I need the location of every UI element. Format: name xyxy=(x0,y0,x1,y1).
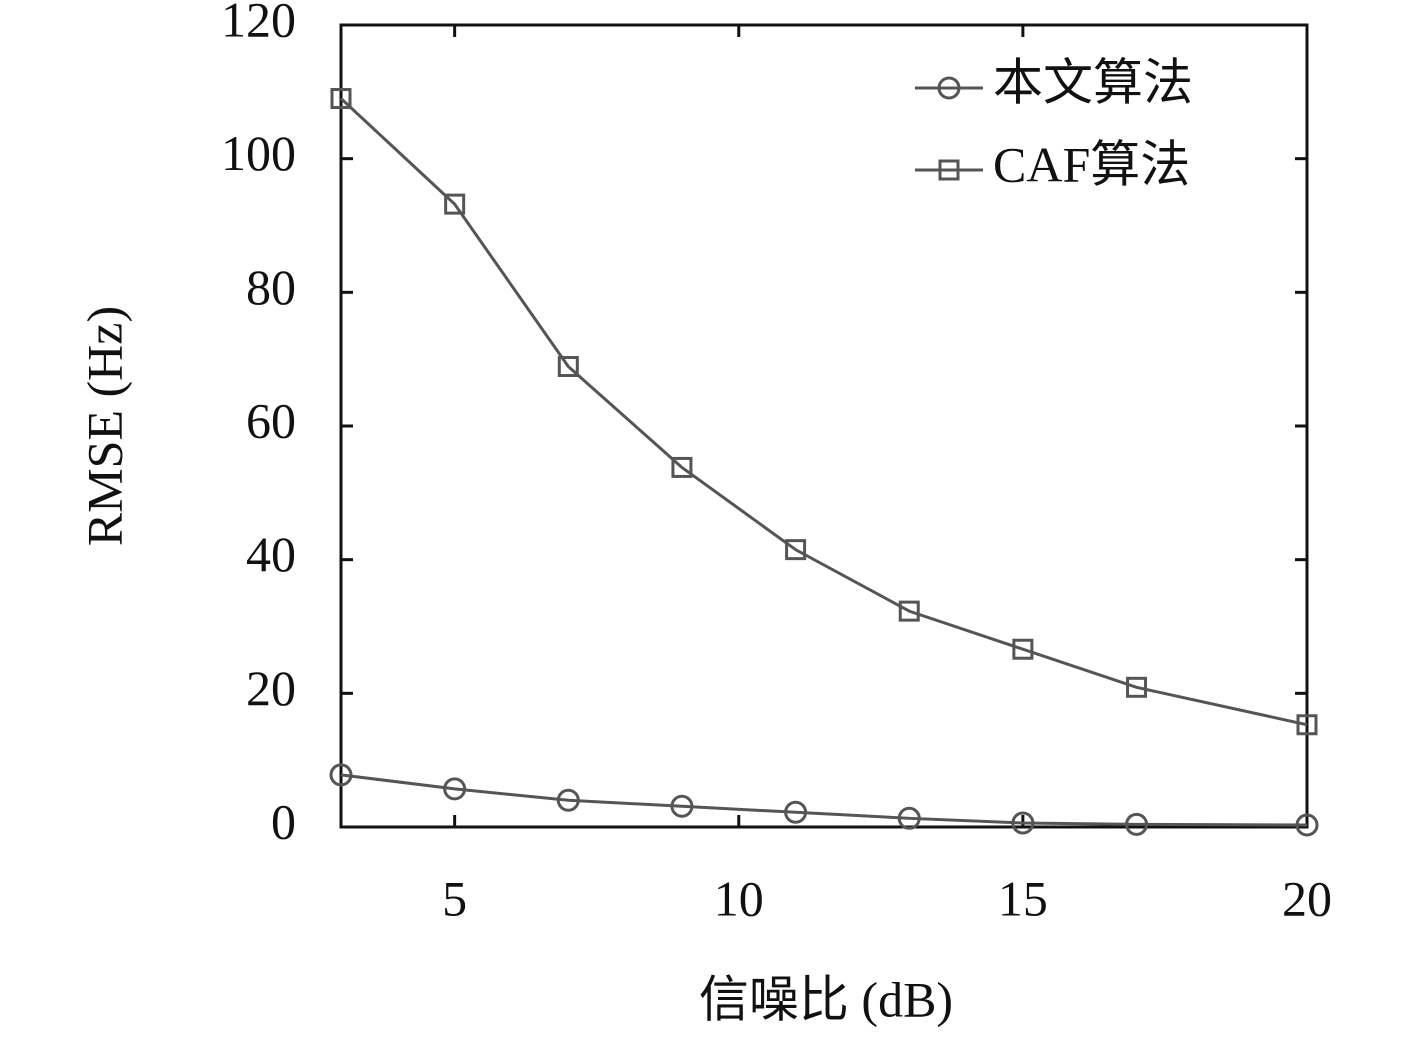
marker xyxy=(1296,714,1318,736)
y-axis-label: RMSE (Hz) xyxy=(76,306,132,546)
y-tick-label: 40 xyxy=(246,526,296,582)
marker xyxy=(330,88,352,110)
marker xyxy=(937,76,961,100)
marker xyxy=(671,456,693,478)
marker xyxy=(557,356,579,378)
x-tick-label: 20 xyxy=(1282,870,1332,926)
y-tick-label: 0 xyxy=(271,793,296,849)
y-tick-label: 20 xyxy=(246,660,296,716)
marker xyxy=(1295,813,1319,837)
marker xyxy=(898,600,920,622)
y-tick-label: 120 xyxy=(221,0,296,47)
marker xyxy=(938,159,960,181)
y-tick-label: 100 xyxy=(221,125,296,181)
marker xyxy=(670,794,694,818)
series-line xyxy=(339,97,1308,727)
y-tick-label: 60 xyxy=(246,392,296,448)
series-line xyxy=(340,773,1308,827)
y-tick-label: 80 xyxy=(246,259,296,315)
legend-label: CAF算法 xyxy=(993,136,1190,192)
legend-label: 本文算法 xyxy=(993,54,1193,110)
marker xyxy=(784,800,808,824)
marker xyxy=(1012,638,1034,660)
x-axis-label: 信噪比 (dB) xyxy=(699,971,953,1027)
marker xyxy=(443,777,467,801)
marker xyxy=(785,539,807,561)
x-tick-label: 5 xyxy=(442,870,467,926)
x-tick-label: 15 xyxy=(998,870,1048,926)
marker xyxy=(1011,811,1035,835)
marker xyxy=(897,806,921,830)
marker xyxy=(556,788,580,812)
x-tick-label: 10 xyxy=(714,870,764,926)
marker xyxy=(444,193,466,215)
marker xyxy=(329,763,353,787)
plot-frame xyxy=(339,23,1309,829)
marker xyxy=(1125,812,1149,836)
marker xyxy=(1126,676,1148,698)
